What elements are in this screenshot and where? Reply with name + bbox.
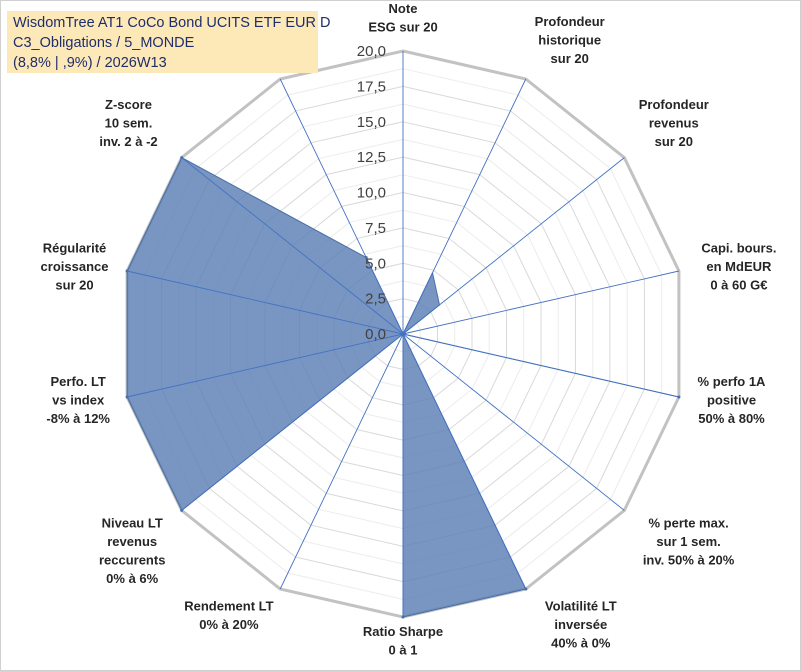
axis-label: Volatilité LT inversée 40% à 0% bbox=[545, 598, 617, 650]
axis-spoke bbox=[279, 78, 404, 335]
axis-label-line: Rendement LT bbox=[184, 598, 273, 613]
axis-label-line: reccurents bbox=[99, 552, 165, 567]
axis-label-line: 40% à 0% bbox=[551, 635, 611, 650]
tick-label: 15,0 bbox=[357, 114, 386, 131]
tick-label: 10,0 bbox=[357, 185, 386, 202]
axis-label: Profondeur revenus sur 20 bbox=[639, 97, 709, 149]
axis-label-line: Profondeur bbox=[535, 14, 605, 29]
axis-label-line: revenus bbox=[107, 534, 157, 549]
tick-label: 2,5 bbox=[365, 291, 386, 308]
axis-spoke bbox=[402, 333, 625, 511]
axis-label-line: 0 à 1 bbox=[389, 643, 418, 658]
axis-spoke bbox=[181, 333, 404, 511]
axis-label: Régularité croissance sur 20 bbox=[41, 241, 109, 293]
axis-spoke bbox=[126, 333, 404, 398]
axis-label-line: revenus bbox=[649, 116, 699, 131]
axis-label-line: Z-score bbox=[105, 97, 152, 112]
axis-label-line: 10 sem. bbox=[105, 116, 153, 131]
title-line-1: WisdomTree AT1 CoCo Bond UCITS ETF EUR D bbox=[13, 15, 331, 31]
axis-label-line: % perte max. bbox=[648, 515, 728, 530]
axis-label-line: sur 20 bbox=[551, 51, 589, 66]
axis-label-line: positive bbox=[707, 392, 756, 407]
axis-label: Capi. bours. en MdEUR 0 à 60 G€ bbox=[701, 241, 776, 293]
axis-label: Z-score 10 sem. inv. 2 à -2 bbox=[99, 97, 157, 149]
axis-label-line: Ratio Sharpe bbox=[363, 624, 443, 639]
chart-title-box: WisdomTree AT1 CoCo Bond UCITS ETF EUR D… bbox=[7, 11, 331, 73]
axis-label: Niveau LT revenus reccurents 0% à 6% bbox=[99, 515, 165, 586]
axis-label-line: Régularité bbox=[43, 241, 107, 256]
axis-label: Rendement LT 0% à 20% bbox=[184, 598, 273, 632]
axis-label-line: 0% à 6% bbox=[106, 571, 158, 586]
axis-label-line: historique bbox=[538, 33, 601, 48]
axis-spoke bbox=[402, 157, 625, 335]
axis-label-line: Note bbox=[389, 1, 418, 16]
axis-label-line: inversée bbox=[554, 617, 607, 632]
axis-label-line: ESG sur 20 bbox=[368, 20, 437, 35]
axis-label-line: sur 1 sem. bbox=[656, 534, 720, 549]
axis-label-line: inv. 50% à 20% bbox=[643, 552, 735, 567]
radar-tick-labels: 0,0 2,5 5,0 7,5 10,0 12,5 15,0 17,5 20,0 bbox=[357, 43, 386, 343]
axis-label-line: sur 20 bbox=[655, 134, 693, 149]
axis-label-line: sur 20 bbox=[55, 278, 93, 293]
title-line-2: C3_Obligations / 5_MONDE bbox=[13, 35, 195, 51]
axis-label-line: Profondeur bbox=[639, 97, 709, 112]
axis-label-line: Niveau LT bbox=[102, 515, 163, 530]
tick-label: 7,5 bbox=[365, 220, 386, 237]
axis-spoke bbox=[279, 333, 404, 590]
axis-label-line: Capi. bours. bbox=[701, 241, 776, 256]
axis-label-line: 0% à 20% bbox=[199, 617, 259, 632]
axis-label-line: 0 à 60 G€ bbox=[710, 278, 767, 293]
axis-label-line: % perfo 1A bbox=[698, 374, 767, 389]
title-line-3: (8,8% | ,9%) / 2026W13 bbox=[13, 55, 167, 71]
tick-label: 20,0 bbox=[357, 43, 386, 60]
axis-label: Profondeur historique sur 20 bbox=[535, 14, 605, 66]
tick-label: 12,5 bbox=[357, 149, 386, 166]
axis-spoke bbox=[402, 333, 527, 590]
axis-label-line: Perfo. LT bbox=[51, 374, 106, 389]
tick-label: 5,0 bbox=[365, 255, 386, 272]
axis-label-line: Volatilité LT bbox=[545, 598, 617, 613]
axis-spoke bbox=[402, 333, 680, 398]
axis-label-line: inv. 2 à -2 bbox=[99, 134, 157, 149]
tick-label: 0,0 bbox=[365, 326, 386, 343]
axis-label: % perfo 1A positive 50% à 80% bbox=[698, 374, 767, 426]
axis-label-line: vs index bbox=[52, 392, 105, 407]
axis-label: Perfo. LT vs index -8% à 12% bbox=[46, 374, 110, 426]
axis-spoke bbox=[402, 78, 527, 335]
axis-spoke bbox=[181, 157, 404, 335]
axis-label: Note ESG sur 20 bbox=[368, 1, 437, 35]
axis-label: % perte max. sur 1 sem. inv. 50% à 20% bbox=[643, 515, 735, 567]
axis-spoke bbox=[402, 270, 680, 335]
axis-label-line: en MdEUR bbox=[706, 259, 772, 274]
axis-label: Ratio Sharpe 0 à 1 bbox=[363, 624, 443, 658]
axis-label-line: 50% à 80% bbox=[698, 411, 765, 426]
tick-label: 17,5 bbox=[357, 78, 386, 95]
radar-axes bbox=[126, 51, 680, 617]
axis-spoke bbox=[126, 270, 404, 335]
axis-label-line: -8% à 12% bbox=[46, 411, 110, 426]
axis-label-line: croissance bbox=[41, 259, 109, 274]
